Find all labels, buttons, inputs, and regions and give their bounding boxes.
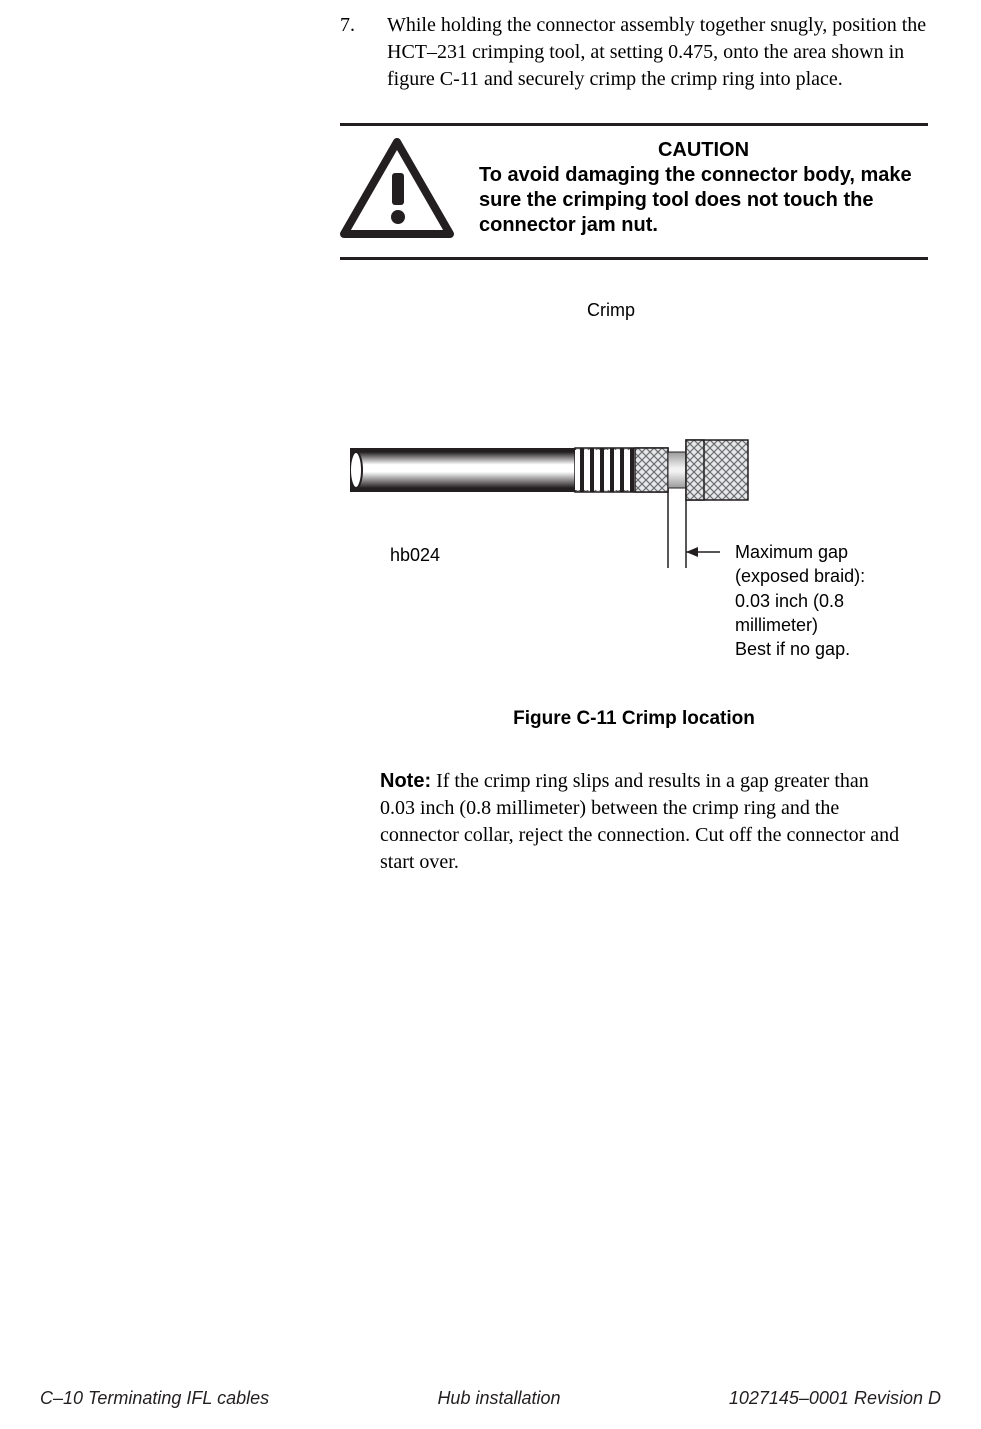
footer-right: 1027145–0001 Revision D (729, 1388, 941, 1409)
caution-icon (340, 138, 455, 243)
caution-box: CAUTION To avoid damaging the connector … (340, 123, 928, 260)
figure-c11: Crimp (340, 300, 928, 700)
connector-diagram (350, 400, 760, 610)
gap-line-4: Best if no gap. (735, 637, 928, 661)
note-block: Note: If the crimp ring slips and result… (380, 768, 905, 876)
gap-line-2: (exposed braid): (735, 564, 928, 588)
gap-line-1: Maximum gap (735, 540, 928, 564)
figure-caption: Figure C-11 Crimp location (340, 708, 928, 730)
footer-left: C–10 Terminating IFL cables (40, 1388, 269, 1409)
figure-ref-id: hb024 (390, 545, 440, 566)
step-7: 7. While holding the connector assembly … (340, 12, 928, 93)
caution-body: To avoid damaging the connector body, ma… (479, 163, 928, 238)
note-body: If the crimp ring slips and results in a… (380, 770, 899, 873)
caution-title: CAUTION (479, 138, 928, 163)
step-text: While holding the connector assembly tog… (387, 12, 928, 93)
crimp-top-label: Crimp (587, 300, 635, 321)
footer-center: Hub installation (437, 1388, 560, 1409)
gap-line-3: 0.03 inch (0.8 millimeter) (735, 589, 928, 638)
note-label: Note: (380, 770, 431, 792)
page-footer: C–10 Terminating IFL cables Hub installa… (40, 1388, 941, 1409)
max-gap-label: Maximum gap (exposed braid): 0.03 inch (… (735, 540, 928, 661)
step-number: 7. (340, 12, 355, 93)
